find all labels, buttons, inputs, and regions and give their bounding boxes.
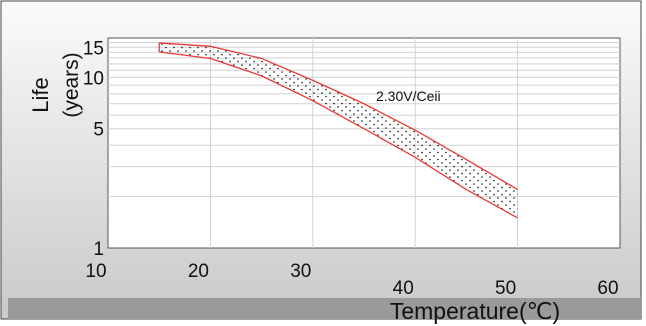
- x-tick-label: 60: [597, 278, 618, 299]
- x-tick-labels: 10 20 30 40 50 60: [85, 261, 618, 299]
- x-tick-label: 50: [495, 278, 516, 299]
- x-tick-label: 40: [393, 278, 414, 299]
- x-tick-label: 10: [85, 261, 106, 282]
- y-axis-label-years: (years): [60, 52, 83, 117]
- y-axis-label-life: Life: [28, 77, 53, 112]
- y-tick-label: 1: [93, 239, 104, 260]
- y-tick-label: 15: [83, 38, 104, 59]
- x-tick-label: 30: [290, 261, 311, 282]
- y-tick-label: 5: [93, 120, 104, 141]
- bottom-bar: [8, 298, 642, 319]
- grid: [108, 38, 620, 248]
- y-tick-labels: 15 10 5 1: [83, 38, 104, 260]
- x-tick-label: 20: [188, 261, 209, 282]
- life-band-upper-edge: [159, 42, 518, 191]
- annotation-label: 2.30V/Ceii: [376, 88, 441, 104]
- life-band-lower-edge: [159, 51, 518, 219]
- life-band: [158, 42, 518, 219]
- x-axis-label: Temperature(℃): [390, 298, 560, 324]
- plot-area: [107, 37, 621, 249]
- y-tick-label: 10: [83, 68, 104, 89]
